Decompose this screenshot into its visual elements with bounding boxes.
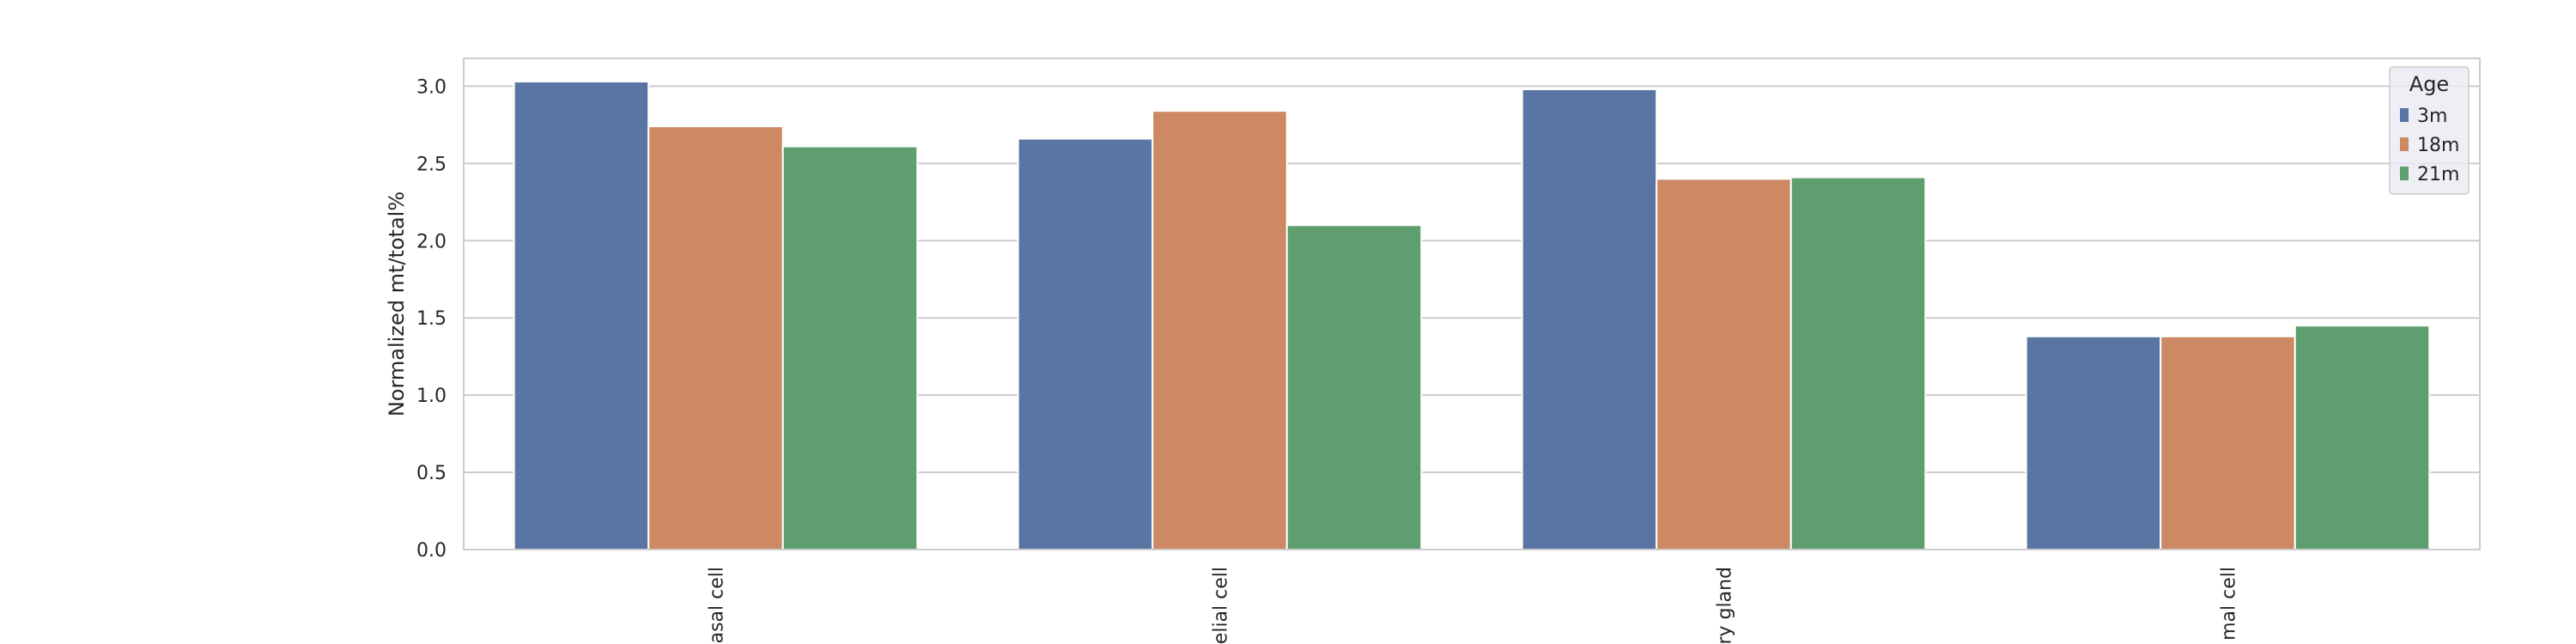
bar-21m-3: [2293, 325, 2431, 550]
bar-18m-2: [1656, 178, 1792, 550]
legend-label-18m: 18m: [2417, 135, 2459, 156]
y-tick-label: 0.0: [416, 540, 447, 562]
bar-18m-1: [1151, 110, 1288, 550]
y-tick-label: 3.0: [416, 76, 447, 98]
y-tick-label: 2.5: [416, 154, 447, 175]
bar-3m-1: [1017, 137, 1154, 551]
y-tick-label: 1.5: [416, 308, 447, 330]
x-tick-label: ry gland: [1715, 567, 1736, 644]
legend-swatch-18m: [2400, 137, 2409, 151]
legend-swatch-21m: [2400, 167, 2409, 180]
bar-3m-2: [1521, 88, 1658, 550]
bar-21m-1: [1285, 224, 1423, 550]
legend-label-21m: 21m: [2417, 164, 2459, 185]
plot-frame: [463, 58, 2481, 550]
bar-18m-3: [2160, 335, 2296, 550]
bar-21m-2: [1789, 176, 1927, 550]
y-axis-label: Normalized mt/total%: [385, 191, 409, 416]
legend-box: [2389, 66, 2470, 195]
bar-3m-3: [2025, 335, 2162, 550]
legend: Age 3m 18m 21m: [2389, 66, 2470, 195]
y-tick-label: 0.5: [416, 463, 447, 484]
y-ticks: 0.0 0.5 1.0 1.5 2.0 2.5 3.0: [416, 76, 447, 562]
legend-label-3m: 3m: [2417, 106, 2447, 127]
x-tick-label: elial cell: [1211, 567, 1232, 644]
bars: [513, 80, 2431, 551]
legend-title: Age: [2409, 72, 2449, 96]
x-tick-label: asal cell: [707, 567, 728, 643]
y-tick-label: 1.0: [416, 386, 447, 407]
bar-18m-0: [647, 125, 784, 550]
y-tick-label: 2.0: [416, 231, 447, 252]
bar-21m-0: [781, 145, 919, 551]
bar-3m-0: [513, 80, 650, 550]
legend-items: 3m 18m 21m: [2400, 106, 2459, 185]
legend-swatch-3m: [2400, 108, 2409, 122]
x-ticks: asal cell elial cell ry gland mal cell: [707, 567, 2240, 644]
x-tick-label: mal cell: [2219, 567, 2240, 641]
